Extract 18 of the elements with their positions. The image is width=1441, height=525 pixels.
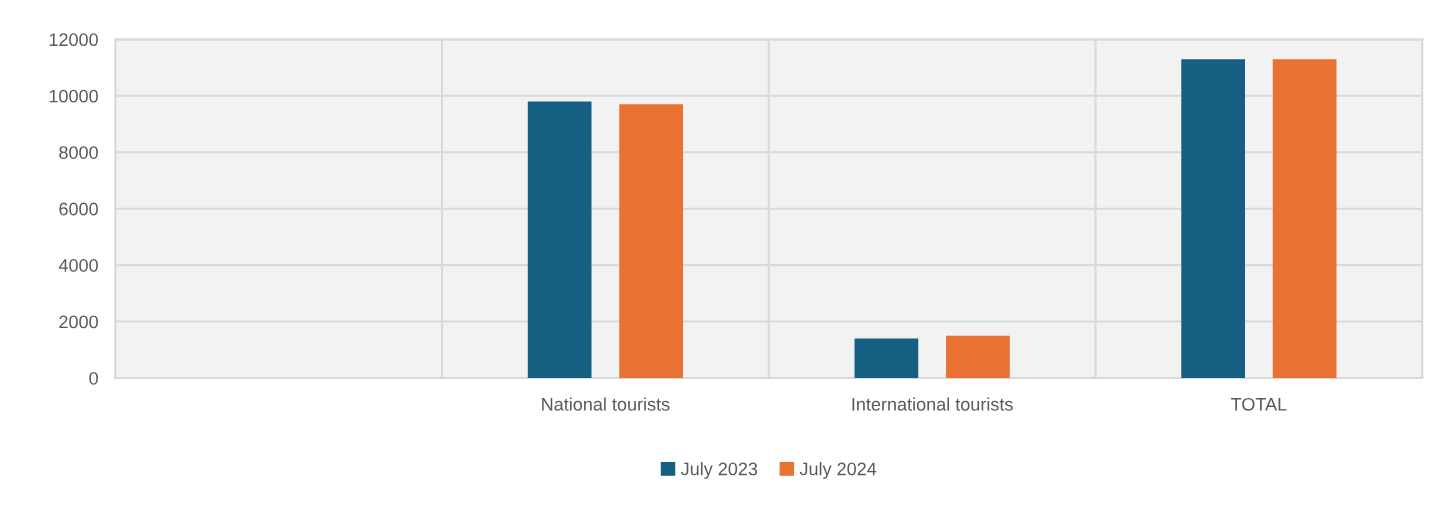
bar <box>946 335 1010 378</box>
bar <box>619 104 683 378</box>
bar <box>1272 59 1337 378</box>
y-tick-label: 2000 <box>59 315 98 329</box>
y-tick-label: 8000 <box>59 146 98 159</box>
legend-label: July 2023 <box>680 462 758 479</box>
bar <box>1181 59 1246 378</box>
legend-label: July 2024 <box>799 462 877 479</box>
y-tick-label: 10000 <box>49 89 98 103</box>
x-tick-label: International tourists <box>852 397 1013 411</box>
y-tick-label: 6000 <box>59 202 98 216</box>
bar <box>854 338 919 378</box>
y-tick-label: 0 <box>89 371 98 385</box>
y-tick-label: 12000 <box>49 33 98 47</box>
y-tick-label: 4000 <box>58 259 98 272</box>
x-tick-label: TOTAL <box>1231 397 1287 411</box>
bar <box>527 101 592 378</box>
x-tick-label: National tourists <box>542 397 670 411</box>
